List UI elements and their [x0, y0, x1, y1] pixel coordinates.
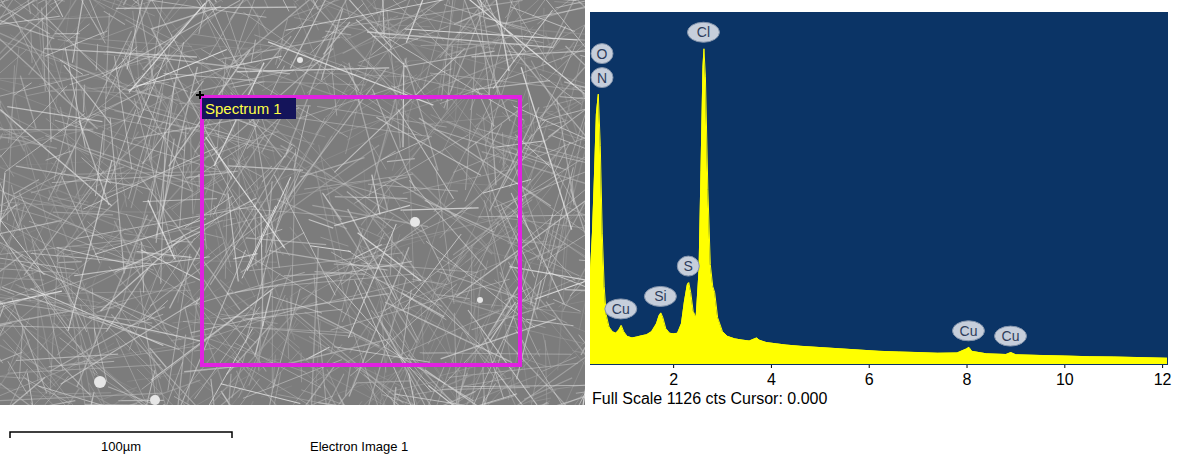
svg-text:8: 8 — [963, 371, 972, 388]
svg-text:6: 6 — [865, 371, 874, 388]
svg-text:100µm: 100µm — [101, 439, 141, 454]
svg-text:2: 2 — [669, 371, 678, 388]
svg-text:4: 4 — [767, 371, 776, 388]
svg-text:Cu: Cu — [960, 323, 978, 339]
html-text:Full Scale 1126 cts Cursor: 0.: Full Scale 1126 cts Cursor: 0.000 — [592, 390, 828, 407]
svg-text:Si: Si — [654, 288, 666, 304]
svg-text:12: 12 — [1154, 371, 1172, 388]
svg-text:Cl: Cl — [697, 24, 710, 40]
svg-text:Cu: Cu — [1002, 328, 1020, 344]
svg-text:O: O — [597, 46, 608, 62]
svg-text:Spectrum 1: Spectrum 1 — [205, 100, 282, 117]
svg-text:N: N — [597, 70, 607, 86]
svg-text:S: S — [684, 258, 693, 274]
svg-text:Electron Image 1: Electron Image 1 — [310, 439, 408, 454]
svg-text:Cu: Cu — [612, 301, 630, 317]
svg-text:10: 10 — [1056, 371, 1074, 388]
